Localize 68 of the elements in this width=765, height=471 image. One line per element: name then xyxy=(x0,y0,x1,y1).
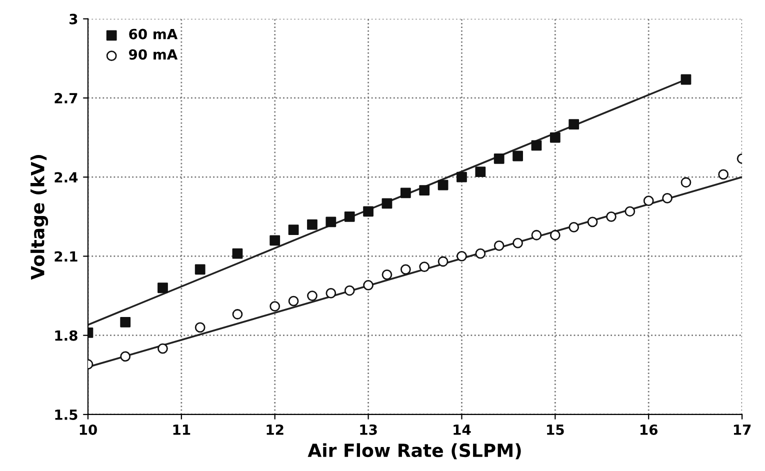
point xyxy=(344,285,355,296)
point xyxy=(494,240,504,251)
x-tick-label: 15 xyxy=(547,424,564,435)
point xyxy=(288,296,299,306)
point xyxy=(606,211,616,222)
y-tick-label: 3 xyxy=(70,14,78,24)
x-axis-title: Air Flow Rate (SLPM) xyxy=(308,443,521,460)
point xyxy=(419,262,430,272)
point xyxy=(307,219,318,230)
y-axis-title: Voltage (kV) xyxy=(30,155,48,280)
point xyxy=(624,206,636,217)
point xyxy=(288,224,299,236)
point xyxy=(400,188,411,198)
y-tick-label: 1.5 xyxy=(55,410,78,420)
point xyxy=(438,256,448,267)
point xyxy=(194,264,206,275)
x-tick-label: 12 xyxy=(266,424,284,435)
point xyxy=(363,206,374,217)
point xyxy=(456,251,467,262)
point xyxy=(643,196,654,206)
x-tick-label: 14 xyxy=(454,424,471,435)
point xyxy=(120,351,131,362)
point xyxy=(232,309,243,320)
point xyxy=(158,282,168,294)
point xyxy=(531,230,542,240)
y-tick-label: 2.1 xyxy=(54,251,78,262)
point xyxy=(475,166,486,178)
point xyxy=(680,74,692,85)
point xyxy=(326,216,336,228)
point xyxy=(568,222,580,232)
point xyxy=(270,301,280,312)
point xyxy=(475,248,486,259)
point xyxy=(512,238,523,248)
y-tick-label: 2.7 xyxy=(54,92,78,104)
point xyxy=(438,180,448,190)
point xyxy=(512,150,523,162)
point xyxy=(307,290,318,301)
x-tick-label: 10 xyxy=(80,424,97,435)
point xyxy=(550,132,560,143)
y-tick-label: 1.8 xyxy=(55,330,78,341)
point xyxy=(456,172,467,182)
point xyxy=(158,343,168,354)
legend-label: 60 mA xyxy=(129,28,178,40)
point xyxy=(531,140,542,151)
point xyxy=(382,269,392,280)
point xyxy=(382,198,392,209)
point xyxy=(494,153,504,164)
point xyxy=(232,248,243,259)
legend-label: 90 mA xyxy=(128,49,178,60)
point xyxy=(568,119,580,130)
point xyxy=(662,193,672,204)
point xyxy=(363,280,374,290)
x-tick-label: 16 xyxy=(640,424,658,435)
point xyxy=(344,211,355,222)
x-tick-label: 13 xyxy=(360,424,377,435)
point xyxy=(270,235,280,246)
point xyxy=(718,169,729,180)
x-tick-label: 17 xyxy=(734,424,751,435)
point xyxy=(326,288,336,298)
x-tick-label: 11 xyxy=(173,424,190,435)
point xyxy=(194,322,206,333)
point xyxy=(120,316,131,328)
point xyxy=(400,264,411,275)
point xyxy=(419,185,430,196)
y-tick-label: 2.4 xyxy=(54,172,78,182)
point xyxy=(550,230,560,240)
point xyxy=(680,177,692,188)
point xyxy=(587,216,598,228)
